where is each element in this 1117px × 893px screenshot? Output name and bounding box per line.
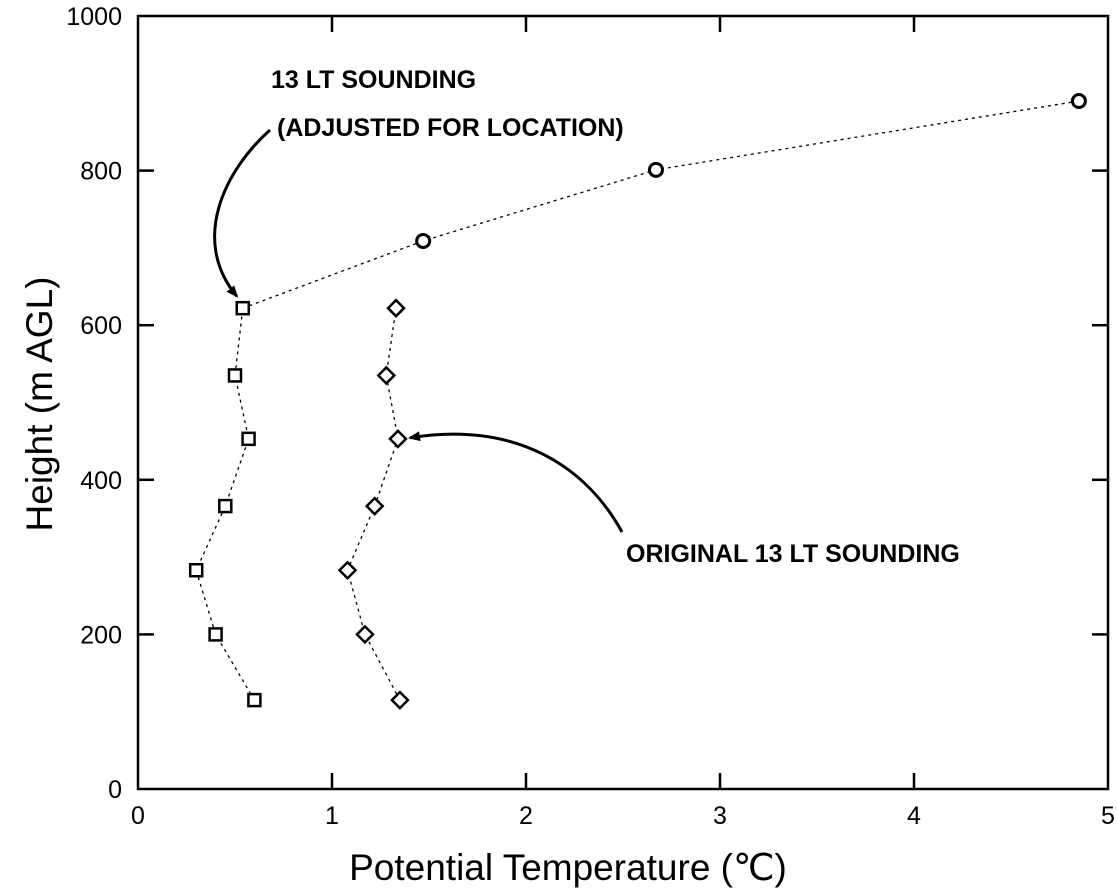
plot-frame bbox=[136, 14, 1110, 791]
diamond-point bbox=[376, 365, 397, 386]
square-point bbox=[235, 300, 251, 316]
y-tick-label: 0 bbox=[108, 776, 122, 804]
x-tick-label: 1 bbox=[325, 802, 339, 830]
annotation-adjusted-arrow bbox=[213, 128, 271, 298]
diamond-point bbox=[390, 690, 410, 710]
square-point bbox=[218, 498, 233, 514]
annotation-original-arrow bbox=[408, 431, 624, 533]
circle-point bbox=[415, 232, 432, 249]
ticks: 0 1 2 3 4 5 0 200 400 600 800 1000 bbox=[66, 3, 1115, 830]
square-point bbox=[208, 627, 223, 642]
square-point bbox=[227, 368, 243, 383]
y-axis-title: Height (m AGL) bbox=[19, 277, 60, 532]
diamond-point bbox=[364, 496, 385, 516]
y-tick-label: 400 bbox=[80, 467, 122, 495]
square-point bbox=[188, 562, 204, 578]
x-tick-label: 0 bbox=[131, 802, 145, 830]
series-lines bbox=[195, 100, 1080, 701]
square-point bbox=[247, 692, 262, 708]
diamond-point bbox=[388, 429, 408, 449]
x-tick-label: 4 bbox=[907, 802, 921, 830]
square-point bbox=[241, 431, 256, 447]
diamond-point bbox=[337, 560, 358, 581]
x-tick-label: 3 bbox=[713, 802, 727, 830]
x-axis-title: Potential Temperature (℃) bbox=[349, 847, 787, 888]
y-tick-label: 1000 bbox=[66, 3, 122, 31]
x-tick-label: 5 bbox=[1101, 802, 1115, 830]
circle-point bbox=[1070, 93, 1087, 110]
y-tick-label: 800 bbox=[80, 158, 122, 186]
annotations: 13 LT SOUNDING (ADJUSTED FOR LOCATION) ORI… bbox=[213, 66, 960, 568]
y-tick-label: 600 bbox=[80, 312, 122, 340]
annotation-adjusted-line: 13 LT SOUNDING bbox=[271, 66, 476, 94]
y-tick-label: 200 bbox=[80, 621, 122, 649]
data-points bbox=[188, 93, 1087, 710]
circle-point bbox=[647, 161, 664, 178]
x-tick-label: 2 bbox=[519, 802, 533, 830]
diamond-point bbox=[355, 624, 375, 645]
annotation-adjusted-line: (ADJUSTED FOR LOCATION) bbox=[277, 114, 624, 142]
diamond-point bbox=[386, 298, 406, 318]
annotation-original-label: ORIGINAL 13 LT SOUNDING bbox=[626, 540, 960, 568]
